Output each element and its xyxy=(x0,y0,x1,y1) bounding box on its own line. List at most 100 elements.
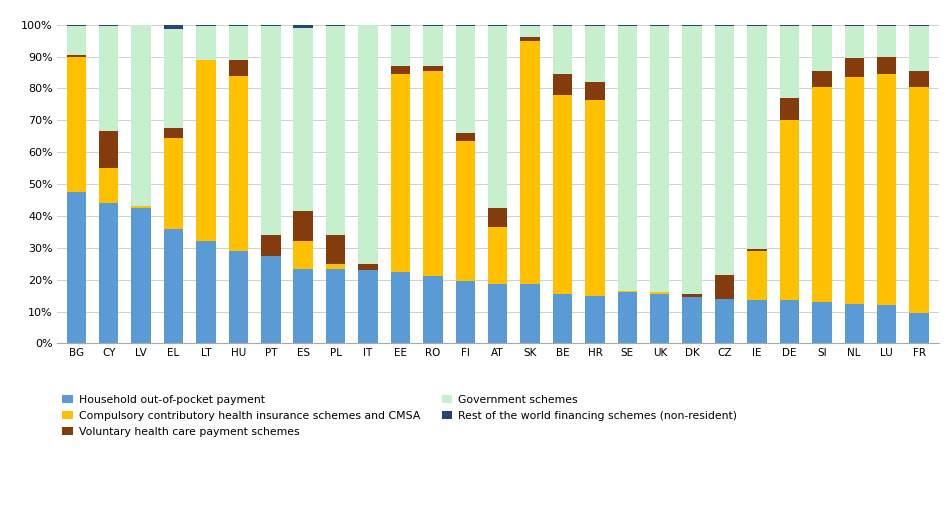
Bar xyxy=(845,304,864,343)
Bar xyxy=(358,25,377,264)
Bar xyxy=(326,26,345,235)
Bar xyxy=(618,25,637,26)
Bar xyxy=(618,291,637,292)
Bar xyxy=(261,25,281,26)
Bar xyxy=(228,25,248,26)
Bar xyxy=(553,25,573,26)
Bar xyxy=(488,208,507,227)
Bar xyxy=(294,211,313,241)
Bar xyxy=(715,25,735,26)
Bar xyxy=(423,66,443,71)
Bar xyxy=(196,26,216,60)
Bar xyxy=(812,87,831,302)
Bar xyxy=(553,26,573,74)
Bar xyxy=(294,241,313,269)
Bar xyxy=(845,77,864,304)
Bar xyxy=(520,26,539,37)
Bar xyxy=(553,294,573,343)
Bar xyxy=(877,74,897,305)
Bar xyxy=(196,60,216,241)
Bar xyxy=(456,281,475,343)
Bar xyxy=(294,28,313,211)
Bar xyxy=(683,294,702,297)
Bar xyxy=(553,74,573,95)
Bar xyxy=(456,133,475,141)
Bar xyxy=(845,58,864,77)
Bar xyxy=(66,25,86,26)
Bar xyxy=(909,26,929,71)
Bar xyxy=(99,25,118,26)
Legend: Household out-of-pocket payment, Compulsory contributory health insurance scheme: Household out-of-pocket payment, Compuls… xyxy=(63,395,737,437)
Bar xyxy=(423,25,443,26)
Bar xyxy=(261,235,281,256)
Bar xyxy=(164,229,183,343)
Bar xyxy=(196,241,216,343)
Bar xyxy=(326,264,345,269)
Bar xyxy=(845,26,864,58)
Bar xyxy=(488,26,507,208)
Bar xyxy=(779,26,799,98)
Bar xyxy=(877,26,897,57)
Bar xyxy=(618,26,637,291)
Bar xyxy=(132,208,151,343)
Bar xyxy=(358,270,377,343)
Bar xyxy=(164,25,183,29)
Bar xyxy=(456,26,475,133)
Bar xyxy=(812,71,831,87)
Bar xyxy=(779,98,799,120)
Bar xyxy=(715,275,735,299)
Bar xyxy=(326,235,345,264)
Bar xyxy=(909,25,929,26)
Bar xyxy=(132,25,151,207)
Bar xyxy=(391,74,410,272)
Bar xyxy=(715,26,735,275)
Bar xyxy=(99,168,118,203)
Bar xyxy=(488,227,507,284)
Bar xyxy=(877,57,897,74)
Bar xyxy=(747,249,767,251)
Bar xyxy=(196,25,216,26)
Bar xyxy=(99,26,118,131)
Bar xyxy=(358,264,377,270)
Bar xyxy=(585,25,605,26)
Bar xyxy=(585,295,605,343)
Bar xyxy=(66,192,86,343)
Bar xyxy=(66,57,86,192)
Bar xyxy=(294,25,313,28)
Bar xyxy=(99,131,118,168)
Bar xyxy=(423,26,443,66)
Bar xyxy=(779,25,799,26)
Bar xyxy=(520,40,539,284)
Bar xyxy=(909,313,929,343)
Bar xyxy=(845,25,864,26)
Bar xyxy=(228,251,248,343)
Bar xyxy=(747,25,767,26)
Bar xyxy=(585,26,605,82)
Bar xyxy=(261,256,281,343)
Bar xyxy=(456,25,475,26)
Bar xyxy=(812,26,831,71)
Bar xyxy=(650,292,669,294)
Bar xyxy=(747,26,767,249)
Bar xyxy=(456,141,475,281)
Bar xyxy=(520,25,539,26)
Bar xyxy=(585,82,605,99)
Bar xyxy=(683,25,702,26)
Bar xyxy=(650,25,669,26)
Bar xyxy=(164,138,183,229)
Bar xyxy=(488,284,507,343)
Bar xyxy=(812,25,831,26)
Bar xyxy=(715,299,735,343)
Bar xyxy=(683,297,702,343)
Bar xyxy=(877,305,897,343)
Bar xyxy=(228,76,248,251)
Bar xyxy=(261,26,281,235)
Bar xyxy=(488,25,507,26)
Bar xyxy=(228,26,248,60)
Bar xyxy=(391,66,410,74)
Bar xyxy=(779,120,799,300)
Bar xyxy=(164,29,183,128)
Bar xyxy=(553,95,573,294)
Bar xyxy=(520,284,539,343)
Bar xyxy=(326,25,345,26)
